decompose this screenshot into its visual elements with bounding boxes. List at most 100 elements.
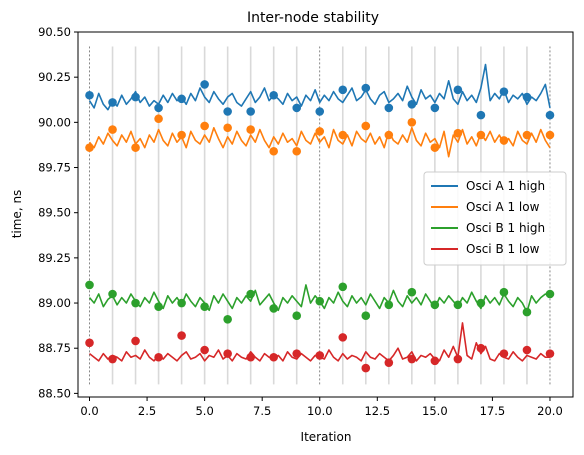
series-line-1 bbox=[88, 126, 551, 158]
data-point-0 bbox=[430, 103, 440, 113]
data-point-1 bbox=[384, 130, 394, 140]
data-point-1 bbox=[545, 130, 555, 140]
data-point-0 bbox=[269, 90, 278, 100]
data-point-1 bbox=[154, 114, 163, 124]
data-point-2 bbox=[453, 300, 463, 310]
data-point-2 bbox=[269, 304, 278, 313]
data-point-1 bbox=[453, 128, 463, 138]
data-point-1 bbox=[361, 121, 371, 131]
x-tick-label: 0.0 bbox=[80, 404, 98, 418]
legend-entry-label: Osci B 1 high bbox=[466, 221, 545, 235]
data-point-2 bbox=[522, 307, 532, 317]
y-axis-label: time, ns bbox=[10, 190, 24, 239]
x-axis-ticks: 0.0 2.5 5.0 7.5 10.0 12.5 15.0 17.5 20.0 bbox=[80, 397, 563, 418]
y-tick-label: 90.00 bbox=[38, 115, 71, 129]
data-point-3 bbox=[315, 351, 325, 360]
data-point-2 bbox=[338, 282, 348, 292]
data-point-3 bbox=[453, 354, 463, 364]
data-point-0 bbox=[131, 92, 140, 102]
data-point-1 bbox=[246, 125, 255, 134]
data-point-2 bbox=[292, 311, 302, 320]
data-point-3 bbox=[200, 345, 209, 355]
data-point-3 bbox=[384, 358, 394, 367]
data-point-1 bbox=[177, 130, 186, 140]
legend-box bbox=[423, 171, 567, 266]
data-point-0 bbox=[361, 83, 371, 93]
data-point-1 bbox=[223, 123, 232, 133]
x-tick-label: 5.0 bbox=[195, 404, 213, 418]
data-point-1 bbox=[430, 143, 440, 152]
data-point-3 bbox=[292, 349, 302, 358]
data-point-1 bbox=[269, 146, 278, 156]
y-tick-label: 88.50 bbox=[38, 386, 71, 400]
x-tick-label: 17.5 bbox=[480, 404, 506, 418]
y-tick-label: 88.75 bbox=[38, 341, 71, 355]
data-point-3 bbox=[545, 349, 555, 358]
data-point-0 bbox=[384, 103, 394, 113]
data-point-3 bbox=[108, 354, 117, 364]
data-point-2 bbox=[430, 300, 440, 310]
y-tick-label: 90.25 bbox=[38, 70, 71, 84]
data-point-0 bbox=[315, 107, 325, 116]
data-point-0 bbox=[453, 85, 463, 95]
data-point-0 bbox=[407, 99, 417, 109]
y-tick-label: 89.50 bbox=[38, 206, 71, 220]
data-point-3 bbox=[361, 363, 371, 373]
y-tick-label: 90.50 bbox=[38, 25, 71, 39]
legend-entry-label: Osci A 1 low bbox=[466, 200, 540, 214]
data-point-2 bbox=[177, 298, 186, 308]
data-point-2 bbox=[315, 296, 325, 306]
data-point-1 bbox=[499, 136, 509, 145]
data-point-3 bbox=[407, 354, 417, 364]
data-point-3 bbox=[430, 356, 440, 366]
data-point-2 bbox=[384, 300, 394, 310]
series-line-0 bbox=[88, 63, 551, 111]
data-point-0 bbox=[246, 107, 255, 116]
data-point-1 bbox=[407, 118, 417, 127]
data-point-3 bbox=[338, 333, 348, 342]
data-point-0 bbox=[108, 98, 117, 107]
data-point-2 bbox=[499, 287, 509, 297]
x-tick-label: 15.0 bbox=[422, 404, 448, 418]
data-point-0 bbox=[499, 87, 509, 96]
data-point-0 bbox=[522, 92, 532, 102]
data-point-2 bbox=[407, 287, 417, 297]
data-point-3 bbox=[246, 352, 255, 362]
y-tick-label: 89.75 bbox=[38, 161, 71, 175]
data-point-0 bbox=[223, 107, 232, 116]
data-point-1 bbox=[108, 125, 117, 134]
data-point-1 bbox=[292, 146, 302, 156]
data-point-2 bbox=[476, 298, 486, 308]
data-point-1 bbox=[85, 143, 94, 152]
data-point-1 bbox=[522, 130, 532, 140]
data-point-0 bbox=[476, 110, 486, 120]
data-point-0 bbox=[200, 80, 209, 89]
series-markers bbox=[85, 80, 555, 373]
x-tick-label: 2.5 bbox=[138, 404, 156, 418]
x-tick-label: 10.0 bbox=[307, 404, 333, 418]
chart-title: Inter-node stability bbox=[247, 10, 379, 26]
data-point-3 bbox=[177, 331, 186, 340]
data-point-1 bbox=[476, 130, 486, 140]
data-point-1 bbox=[131, 143, 140, 152]
y-axis-ticks: 88.50 88.75 89.00 89.25 89.50 89.75 90.00 90.25… bbox=[38, 25, 78, 400]
legend-entry-label: Osci B 1 low bbox=[466, 242, 540, 256]
data-point-3 bbox=[522, 345, 532, 355]
data-point-2 bbox=[154, 302, 163, 311]
data-point-2 bbox=[246, 289, 255, 299]
data-point-2 bbox=[85, 280, 94, 290]
data-point-2 bbox=[131, 298, 140, 308]
data-point-2 bbox=[361, 311, 371, 320]
legend: Osci A 1 high Osci A 1 low Osci B 1 high Os… bbox=[423, 171, 567, 266]
data-point-0 bbox=[154, 103, 163, 113]
data-point-3 bbox=[476, 343, 486, 353]
y-tick-label: 89.25 bbox=[38, 251, 71, 265]
data-point-0 bbox=[545, 110, 555, 120]
x-tick-label: 7.5 bbox=[253, 404, 271, 418]
data-point-3 bbox=[223, 349, 232, 358]
data-point-3 bbox=[154, 352, 163, 362]
data-point-3 bbox=[131, 336, 140, 346]
data-point-2 bbox=[108, 289, 117, 299]
data-point-0 bbox=[177, 94, 186, 104]
